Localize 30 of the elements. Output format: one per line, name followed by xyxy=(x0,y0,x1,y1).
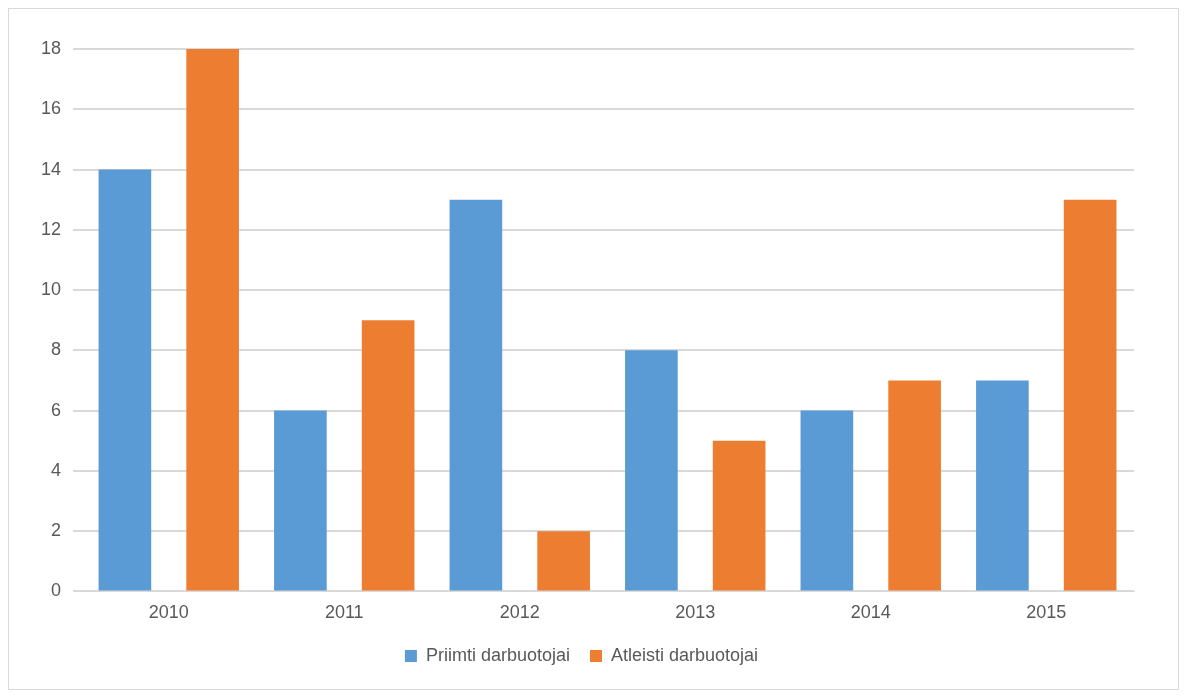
y-tick-label: 14 xyxy=(40,158,62,179)
y-tick-label: 10 xyxy=(40,279,62,300)
bar xyxy=(274,410,327,591)
bar xyxy=(186,49,239,591)
bar xyxy=(361,320,415,591)
x-tick-label: 2012 xyxy=(499,602,540,623)
legend-label: Atleisti darbuotojai xyxy=(610,644,759,665)
y-tick-label: 12 xyxy=(40,218,62,239)
y-tick-label: 16 xyxy=(40,98,62,119)
x-tick-label: 2015 xyxy=(1026,602,1067,623)
bar xyxy=(888,380,941,591)
x-tick-label: 2010 xyxy=(148,602,189,623)
y-tick-label: 8 xyxy=(51,339,62,360)
bar xyxy=(625,350,678,591)
bar xyxy=(976,380,1029,591)
legend-label: Priimti darbuotojai xyxy=(425,644,570,665)
x-tick-label: 2014 xyxy=(850,602,891,623)
bar xyxy=(537,531,590,591)
y-tick-label: 0 xyxy=(51,580,62,601)
bar xyxy=(98,169,152,591)
x-tick-label: 2013 xyxy=(675,602,716,623)
bar xyxy=(712,440,766,591)
bar xyxy=(449,199,503,591)
y-tick-label: 2 xyxy=(51,520,62,541)
y-tick-label: 4 xyxy=(51,459,62,480)
bar xyxy=(800,410,854,591)
y-tick-label: 6 xyxy=(51,399,62,420)
y-tick-label: 18 xyxy=(40,37,62,58)
bar xyxy=(1063,199,1117,591)
x-tick-label: 2011 xyxy=(324,602,364,623)
